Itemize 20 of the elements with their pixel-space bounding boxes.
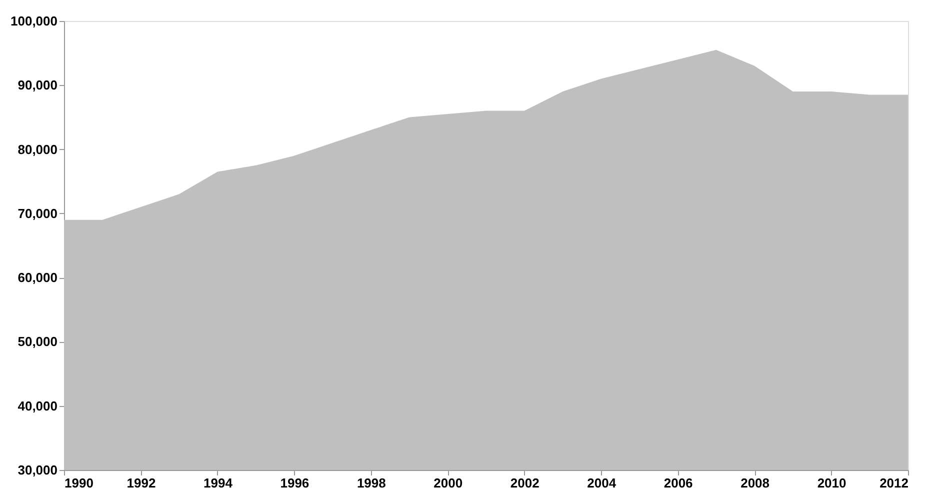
y-tick-label: 80,000: [18, 142, 58, 157]
x-tick-label: 1994: [203, 476, 234, 490]
y-tick-label: 60,000: [18, 270, 58, 286]
x-tick-label: 2000: [434, 476, 463, 490]
y-tick-label: 30,000: [18, 462, 58, 478]
x-tick-label: 1990: [64, 476, 94, 490]
x-tick-label: 1998: [356, 476, 386, 490]
x-tick-label: 2012: [880, 476, 908, 490]
x-tick-label: 2006: [664, 476, 693, 490]
y-tick-label: 40,000: [18, 398, 58, 414]
x-tick-label: 1992: [126, 476, 156, 490]
y-tick-label: 100,000: [10, 14, 58, 28]
y-tick-label: 50,000: [18, 334, 58, 350]
x-tick-label: 2010: [817, 476, 846, 490]
y-tick-label: 90,000: [18, 78, 58, 93]
x-tick-label: 1996: [280, 476, 310, 490]
x-tick-label: 2008: [740, 476, 770, 490]
x-tick-label: 2004: [587, 476, 617, 490]
x-tick-label: 2002: [510, 476, 540, 490]
y-tick-label: 70,000: [18, 206, 58, 221]
